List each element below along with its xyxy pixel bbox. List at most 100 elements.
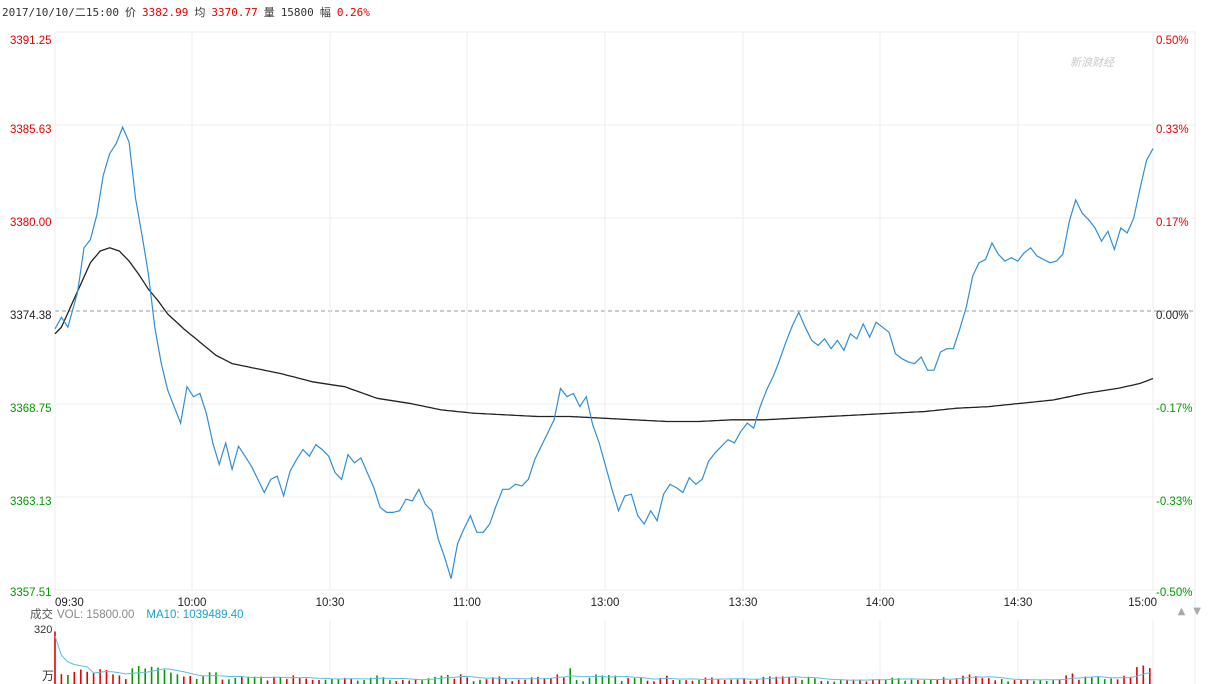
- volume-bar: [60, 674, 63, 684]
- volume-bar: [163, 669, 166, 684]
- volume-bar: [1007, 681, 1009, 684]
- volume-bar: [833, 681, 835, 684]
- volume-bar: [324, 679, 327, 684]
- volume-bar: [1123, 675, 1125, 684]
- scroll-up-arrow-icon[interactable]: ▲: [1177, 606, 1186, 617]
- x-tick-label: 15:00: [1128, 597, 1157, 609]
- volume-bar: [86, 671, 88, 684]
- volume-bar: [749, 680, 752, 684]
- volume-bar: [1084, 676, 1087, 684]
- volume-bar: [150, 666, 153, 684]
- volume-bar: [633, 678, 636, 684]
- volume-bar: [595, 674, 597, 684]
- y-tick-label: 3363.13: [10, 496, 52, 508]
- volume-bar: [975, 676, 977, 684]
- volume-bar: [1078, 679, 1080, 684]
- volume-scroll-controls: ▲ ▼: [1170, 606, 1201, 617]
- volume-bar: [247, 676, 249, 684]
- y-right-tick-label: -0.50%: [1156, 587, 1192, 599]
- volume-bar: [1136, 667, 1138, 684]
- volume-bar: [1033, 680, 1035, 684]
- volume-bar: [472, 681, 475, 684]
- volume-bar: [157, 667, 159, 684]
- volume-bar: [582, 681, 584, 684]
- volume-bar: [1103, 679, 1106, 684]
- avg-value: 3370.77: [211, 6, 258, 19]
- volume-bar: [923, 680, 926, 684]
- volume-label: 量: [263, 6, 275, 19]
- avg-label: 均: [194, 6, 206, 19]
- volume-bar: [221, 679, 224, 684]
- volume-bar: [363, 680, 365, 684]
- volume-bar: [942, 677, 945, 684]
- volume-bar: [685, 680, 687, 684]
- volume-bar: [904, 680, 906, 684]
- volume-bar: [678, 680, 681, 684]
- volume-bar: [356, 680, 359, 684]
- volume-bar: [195, 679, 198, 684]
- volume-bar: [331, 678, 333, 684]
- volume-bar: [208, 672, 211, 684]
- volume-bar: [955, 678, 958, 684]
- volume-bar: [376, 675, 378, 684]
- volume-bar: [930, 679, 932, 684]
- volume-bar: [981, 678, 984, 684]
- volume-bar: [344, 677, 346, 684]
- volume-bar: [537, 676, 539, 684]
- volume-bar: [910, 679, 913, 684]
- volume-bar: [897, 678, 900, 684]
- volume-bar: [878, 679, 881, 684]
- volume-bar: [260, 676, 262, 684]
- volume-bar: [131, 668, 134, 684]
- price-label: 价: [124, 6, 136, 19]
- volume-bar: [575, 680, 578, 684]
- volume-bar: [73, 671, 76, 684]
- volume-panel-label: 成交: [30, 609, 53, 621]
- volume-bar: [453, 678, 456, 684]
- volume-bar: [54, 631, 56, 684]
- volume-bar: [762, 676, 765, 684]
- y-right-tick-label: 0.50%: [1156, 35, 1189, 47]
- volume-bar: [350, 678, 352, 684]
- volume-bar: [601, 675, 604, 684]
- volume-bar: [1091, 677, 1093, 684]
- volume-bar: [1052, 680, 1054, 684]
- x-tick-label: 13:30: [729, 597, 758, 609]
- amplitude-value: 0.26%: [336, 6, 370, 19]
- quote-header: 2017/10/10/二15:00 价 3382.99 均 3370.77 量 15800 幅…: [2, 4, 376, 20]
- volume-bar: [189, 676, 191, 684]
- volume-bar: [807, 676, 810, 684]
- scroll-down-arrow-icon[interactable]: ▼: [1193, 606, 1201, 617]
- volume-bar: [337, 678, 340, 684]
- y-right-tick-label: 0.17%: [1156, 217, 1189, 229]
- volume-ma-line: [54, 635, 1150, 681]
- volume-bar: [1097, 676, 1100, 684]
- volume-bar: [414, 679, 417, 684]
- volume-bar: [402, 679, 404, 684]
- volume-bar: [498, 676, 501, 684]
- volume-bar: [369, 677, 372, 684]
- volume-bar: [318, 680, 320, 684]
- volume-bar: [814, 678, 816, 684]
- x-tick-label: 14:00: [866, 597, 895, 609]
- volume-bar: [743, 678, 745, 684]
- volume-bar: [298, 677, 301, 684]
- x-tick-label: 11:00: [453, 597, 481, 609]
- volume-bar: [517, 679, 520, 684]
- volume-bar: [389, 680, 391, 684]
- volume-bar: [292, 675, 295, 684]
- volume-bar: [228, 679, 230, 684]
- y-right-tick-label: -0.33%: [1156, 496, 1192, 508]
- volume-bar: [215, 672, 217, 684]
- volume-bar: [1020, 679, 1022, 684]
- volume-bar: [1045, 681, 1048, 684]
- volume-bar: [730, 679, 732, 684]
- y-right-tick-label: 0.00%: [1156, 310, 1189, 322]
- volume-max-label: 320: [34, 624, 52, 636]
- volume-bar: [395, 681, 398, 684]
- volume-bar: [305, 678, 307, 684]
- volume-bar: [659, 678, 662, 684]
- volume-bar: [408, 680, 410, 684]
- volume-bar: [118, 675, 121, 684]
